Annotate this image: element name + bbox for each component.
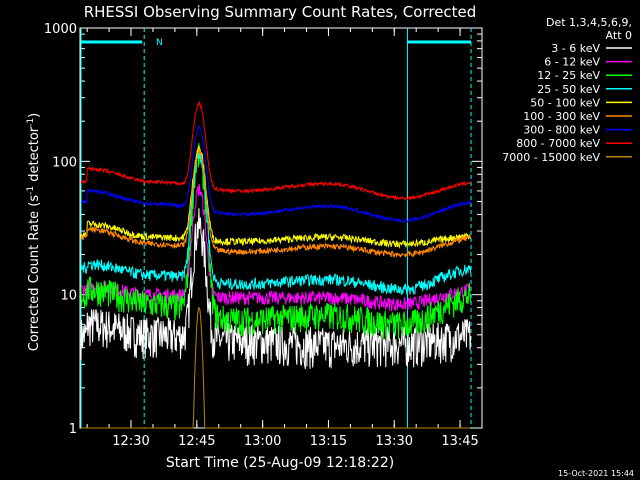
series-line	[80, 100, 471, 201]
series-line	[80, 148, 472, 258]
legend-label: 50 - 100 keV	[530, 96, 600, 109]
legend-label: 7000 - 15000 keV	[502, 151, 600, 164]
legend-label: 12 - 25 keV	[537, 69, 600, 82]
y-axis-label-end: )	[27, 113, 42, 118]
axis-ticks: 12:30 12:45 13:00 13:15 13:30 13:45 1000 100 10 1	[44, 22, 483, 449]
legend-label: 25 - 50 keV	[537, 83, 600, 96]
chart-title: RHESSI Observing Summary Count Rates, Co…	[84, 3, 477, 21]
series-lines	[80, 100, 472, 429]
y-tick-label: 100	[52, 155, 77, 170]
x-tick-label: 12:45	[178, 434, 215, 449]
series-line	[80, 152, 472, 296]
y-axis-label-mid: detector	[27, 126, 42, 186]
y-tick-label: 1000	[44, 22, 77, 37]
plot-frame	[79, 27, 483, 429]
flag-n: N	[156, 38, 163, 48]
legend-label: 100 - 300 keV	[523, 110, 600, 123]
x-tick-label: 13:00	[244, 434, 281, 449]
y-axis-label-sup2: -1	[26, 118, 36, 127]
y-axis-label-sup1: -1	[26, 186, 36, 195]
y-tick-label: 1	[69, 422, 77, 437]
y-tick-label: 10	[60, 289, 77, 304]
series-line	[80, 142, 472, 340]
x-tick-label: 13:30	[376, 434, 413, 449]
series-line	[80, 124, 472, 224]
legend-header-line-2: Att 0	[606, 29, 632, 42]
legend-label: 800 - 7000 keV	[516, 137, 600, 150]
x-axis-label: Start Time (25-Aug-09 12:18:22)	[166, 455, 394, 471]
footer-timestamp: 15-Oct-2021 15:44	[558, 469, 634, 478]
x-tick-label: 13:15	[310, 434, 347, 449]
legend-label: 300 - 800 keV	[523, 124, 600, 137]
series-line	[81, 306, 471, 429]
legend-header-line-1: Det 1,3,4,5,6,9,	[546, 16, 632, 29]
x-tick-label: 12:30	[112, 434, 149, 449]
y-axis-label-main: Corrected Count Rate (s	[27, 195, 42, 352]
series-line	[80, 208, 472, 370]
series-line	[80, 184, 472, 312]
attenuator-markers	[80, 28, 472, 428]
legend-label: 3 - 6 keV	[551, 42, 600, 55]
y-axis-label: Corrected Count Rate (s-1 detector-1)	[26, 113, 42, 351]
x-tick-label: 13:45	[441, 434, 478, 449]
series-line	[80, 145, 471, 249]
legend-label: 6 - 12 keV	[544, 56, 600, 69]
